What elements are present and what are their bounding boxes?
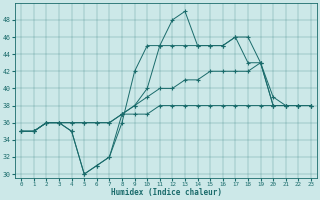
X-axis label: Humidex (Indice chaleur): Humidex (Indice chaleur): [111, 188, 221, 197]
